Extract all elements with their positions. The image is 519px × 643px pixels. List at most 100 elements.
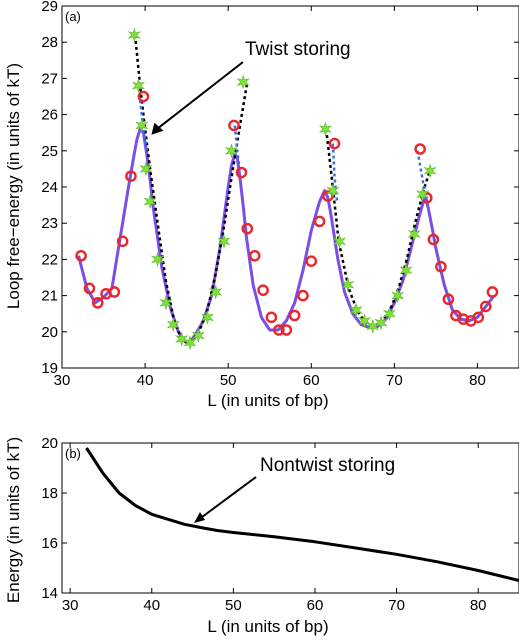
panel-a-star-marker [399,262,413,278]
panel-a-circle-marker [328,137,341,150]
panel-a-star-marker [407,226,421,242]
panel-b-y-tick-label: 16 [41,535,58,552]
panel-a-star-marker [166,317,180,333]
panel-a-circle-marker [257,284,269,296]
panel-a-circle-marker [265,311,278,324]
panel-a-star-marker [143,193,157,210]
panel-b-x-tick-label: 60 [307,597,324,614]
panel-a-star-marker [131,78,146,94]
panel-a: 30 40 50 60 70 80 19 20 21 22 23 24 25 26 27 28 29 (a) L… [4,0,519,410]
panel-a-circle-marker [288,309,301,322]
panel-a-circle-marker [486,286,499,298]
panel-a-x-tick-label: 70 [386,372,403,389]
panel-a-y-tick-label: 21 [41,288,58,305]
panel-a-star-marker [175,331,189,347]
panel-a-star-marker [357,313,371,329]
panel-b-y-tick-label: 14 [41,585,58,602]
panel-a-dashed-segment [233,125,242,173]
panel-b-axes-box [61,442,519,594]
panel-a-circle-marker [457,313,470,325]
panel-a-circle-marker [83,282,96,295]
panel-b-series-line [85,447,519,582]
panel-b: 30 40 50 60 70 80 14 16 18 20 (b) L (in units of … [4,435,519,636]
panel-a-star-marker [209,284,223,300]
panel-a-x-tick-label: 50 [220,372,237,389]
panel-a-circle-marker [235,166,248,179]
panel-a-star-marker [151,251,165,267]
panel-a-star-marker [349,302,363,318]
panel-b-x-tick-label: 80 [470,597,487,614]
panel-b-x-axis-label: L (in units of bp) [207,617,328,636]
panel-a-y-axis-label: Loop free−energy (in units of kT) [4,63,23,309]
panel-a-x-tick-label: 80 [469,372,486,389]
panel-b-y-tick-label: 20 [41,435,58,452]
panel-b-x-tick-label: 50 [225,597,242,614]
panel-b-annotation-arrowhead [194,512,205,523]
panel-a-circle-marker [125,170,137,182]
panel-b-annotation-arrow [197,476,257,521]
panel-a-circle-marker [228,119,240,132]
panel-a-y-tick-label: 26 [41,107,58,124]
panel-a-circle-marker [297,289,309,302]
panel-a-circle-marker [442,293,455,306]
panel-a-y-tick-label: 27 [41,70,58,87]
panel-a-star-marker [374,315,388,331]
panel-a-y-tick-label: 29 [41,0,58,15]
panel-a-y-tick-label: 24 [41,179,58,196]
panel-a-circle-marker [241,222,254,235]
panel-a-circle-marker [273,324,285,336]
panel-a-x-tick-label: 40 [137,372,154,389]
panel-b-x-tick-label: 40 [143,597,160,614]
panel-b-x-tick-label: 70 [388,597,405,614]
panel-a-star-marker [191,327,205,343]
panel-a-circle-marker [116,235,129,248]
panel-a-y-tick-label: 19 [41,360,58,377]
panel-a-circle-marker [472,311,485,324]
panel-a-y-tick-label: 25 [41,143,58,160]
panel-b-plot-area [85,447,519,582]
panel-a-star-marker [416,186,430,202]
panel-a-dashed-segment [324,128,431,328]
panel-a-y-tick-label: 20 [41,324,58,341]
panel-a-star-marker [127,27,141,43]
panel-a-y-tick-label: 23 [41,215,58,232]
panel-b-y-tick-label: 18 [41,485,58,502]
panel-a-star-marker [139,161,153,177]
panel-a-x-tick-label: 60 [303,372,320,389]
panel-b-label: (b) [65,446,81,461]
panel-b-x-tick-label: 30 [62,597,79,614]
panel-a-circle-marker [137,90,150,103]
panel-a-star-marker [200,309,214,325]
panel-a-star-marker [236,74,250,90]
panel-a-circle-marker [479,300,492,313]
panel-a-circle-marker [427,233,440,246]
panel-a-circle-marker [108,286,121,298]
panel-a-circle-marker [75,249,87,262]
panel-a-circle-marker [91,297,104,309]
panel-a-label: (a) [65,9,81,24]
panel-a-ticks: 30 40 50 60 70 80 19 20 21 22 23 24 25 26 27 28 29 [41,0,519,389]
panel-a-star-marker [159,295,173,311]
panel-a-star-marker [326,183,340,199]
panel-a-star-marker [382,306,396,322]
panel-a-circle-marker [313,215,326,228]
panel-a-annotation-arrowhead [151,122,164,135]
panel-a-star-marker [135,117,149,134]
panel-a-y-tick-label: 28 [41,34,58,51]
panel-a-star-marker [183,335,197,351]
panel-a-x-tick-label: 30 [54,372,71,389]
panel-a-dashed-segment [138,99,149,151]
panel-a-circle-marker [305,255,318,268]
panel-a-star-marker [318,121,332,137]
panel-a-circle-marker [280,324,293,336]
panel-a-annotation-arrow [156,61,244,130]
panel-a-star-marker [423,163,437,179]
panel-a-series-line [77,127,496,345]
panel-a-annotation: Twist storing [245,39,351,60]
panel-b-ticks: 30 40 50 60 70 80 14 16 18 20 [41,435,519,614]
panel-a-circle-marker [414,143,426,155]
panel-a-circle-marker [248,249,261,262]
panel-a-star-marker [217,233,231,249]
panel-a-x-axis-label: L (in units of bp) [207,391,328,410]
